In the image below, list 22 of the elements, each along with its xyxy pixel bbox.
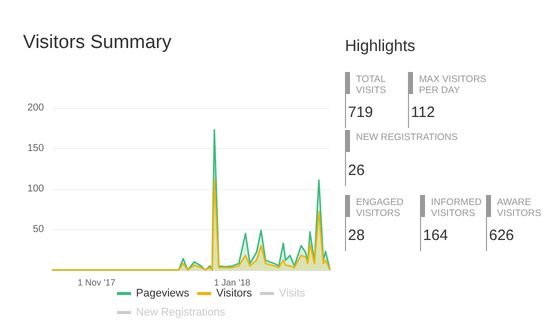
y-tick-label: 100 xyxy=(27,184,44,194)
category-label: INFORMED VISITORS xyxy=(431,197,483,219)
data-label: 719 xyxy=(348,104,374,121)
data-label: 26 xyxy=(348,162,365,179)
category-label: AWARE VISITORS xyxy=(497,197,542,219)
x-tick-label: 1 Jan '18 xyxy=(214,278,250,288)
chart-title: Visitors Summary xyxy=(23,32,172,53)
data-label: 626 xyxy=(489,227,514,244)
category-label: ENGAGED VISITORS xyxy=(356,197,405,219)
category-label: TOTAL VISITS xyxy=(356,74,388,96)
category-label: NEW REGISTRATIONS xyxy=(356,132,459,143)
legend-label: Visitors xyxy=(216,288,253,300)
data-label: 112 xyxy=(411,104,435,121)
category-label: MAX VISITORS PER DAY xyxy=(419,74,488,96)
data-label: 28 xyxy=(348,227,365,244)
y-tick-label: 200 xyxy=(27,102,44,114)
y-tick-label: 150 xyxy=(27,143,44,154)
text: Highlights xyxy=(345,38,416,56)
x-tick-label: 1 Nov '17 xyxy=(78,278,116,288)
legend-label: Pageviews xyxy=(136,288,190,300)
y-tick-label: 50 xyxy=(32,224,44,235)
data-label: 164 xyxy=(423,227,448,244)
